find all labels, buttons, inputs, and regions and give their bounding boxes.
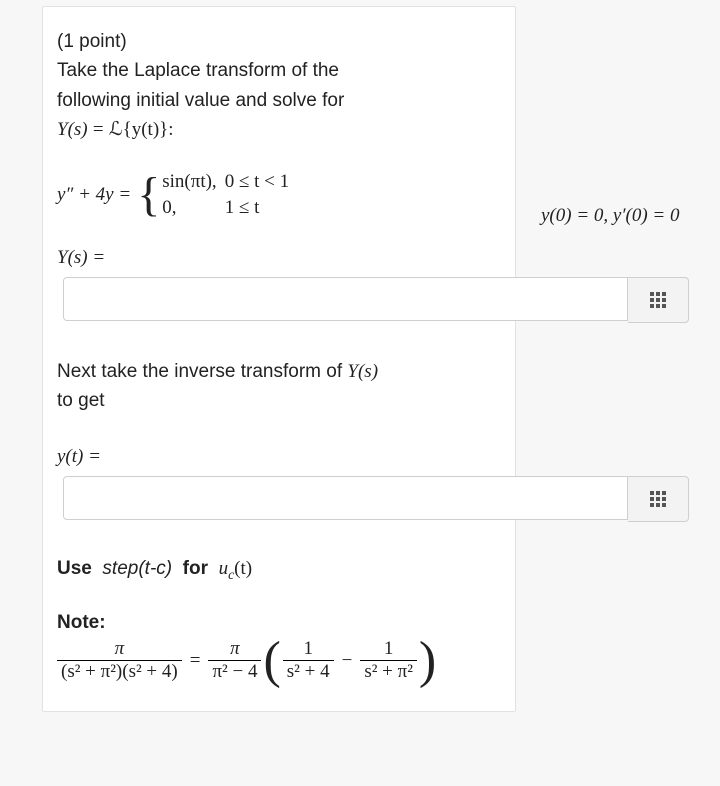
note-lhs-num: π	[57, 638, 182, 661]
keypad-button-2[interactable]	[628, 476, 689, 522]
hint-uc-arg: (t)	[234, 558, 252, 579]
initial-conditions: y(0) = 0, y′(0) = 0	[541, 205, 679, 227]
points-label: (1 point)	[57, 31, 127, 52]
ode-row: y″ + 4y = { sin(πt), 0 ≤ t < 1 0, 1 ≤ t …	[57, 169, 501, 221]
note-lhs-frac: π (s² + π²)(s² + 4)	[57, 638, 182, 683]
answer2-row	[63, 476, 689, 522]
inverse-Ys: Y(s)	[347, 361, 378, 382]
rparen-icon: )	[419, 640, 436, 682]
hint-use: Use	[57, 558, 92, 579]
keypad-icon	[650, 292, 666, 308]
prompt-line-2: following initial value and solve for	[57, 90, 344, 111]
piece1-val: sin(πt),	[162, 169, 224, 195]
answer2-input[interactable]	[63, 476, 628, 520]
note-r1-num: 1	[283, 638, 334, 661]
answer1-label-row: Y(s) =	[57, 247, 501, 269]
answer1-input[interactable]	[63, 277, 628, 321]
answer2-label-row: y(t) =	[57, 446, 501, 468]
note-heading: Note:	[57, 612, 501, 634]
note-r1-den: s² + 4	[283, 661, 334, 683]
answer1-row	[63, 277, 689, 323]
piecewise-table: sin(πt), 0 ≤ t < 1 0, 1 ≤ t	[162, 169, 297, 221]
answer2-label: y(t) =	[57, 446, 101, 467]
note-r2-den: s² + π²	[360, 661, 417, 683]
keypad-icon	[650, 491, 666, 507]
hint-line: Use step(t-c) for uc(t)	[57, 558, 501, 583]
piece2-cond: 1 ≤ t	[225, 195, 297, 221]
note-mid-num: π	[208, 638, 261, 661]
script-L: ℒ	[109, 119, 123, 140]
prompt-block: (1 point) Take the Laplace transform of …	[57, 27, 501, 145]
piece1-cond: 0 ≤ t < 1	[225, 169, 297, 195]
lparen-icon: (	[263, 640, 280, 682]
note-mid-frac: π π² − 4	[208, 638, 261, 683]
note-lhs-den: (s² + π²)(s² + 4)	[57, 661, 182, 683]
note-r2-frac: 1 s² + π²	[360, 638, 417, 683]
page: (1 point) Take the Laplace transform of …	[0, 0, 720, 718]
note-mid-den: π² − 4	[208, 661, 261, 683]
target-colon: :	[168, 119, 173, 140]
target-of: {y(t)}	[123, 119, 169, 140]
target-Ys: Y(s)	[57, 119, 88, 140]
inverse-prompt: Next take the inverse transform of Y(s) …	[57, 357, 501, 416]
answer1-label: Y(s) =	[57, 247, 105, 268]
hint-uc: u	[219, 558, 229, 579]
target-eq: =	[93, 119, 104, 140]
inverse-line1a: Next take the inverse transform of	[57, 361, 347, 382]
ode-lhs: y″ + 4y =	[57, 184, 131, 206]
note-minus: −	[342, 650, 353, 672]
hint-for: for	[183, 558, 208, 579]
brace-icon: {	[137, 173, 160, 216]
note-r1-frac: 1 s² + 4	[283, 638, 334, 683]
hint-step: step(t-c)	[102, 558, 172, 579]
inverse-line2: to get	[57, 390, 105, 411]
piece2-val: 0,	[162, 195, 224, 221]
note-eq-sign: =	[190, 650, 201, 672]
note-equation: π (s² + π²)(s² + 4) = π π² − 4 ( 1 s² + …	[57, 638, 501, 683]
prompt-line-1: Take the Laplace transform of the	[57, 60, 339, 81]
problem-card: (1 point) Take the Laplace transform of …	[42, 6, 516, 712]
note-r2-num: 1	[360, 638, 417, 661]
keypad-button-1[interactable]	[628, 277, 689, 323]
